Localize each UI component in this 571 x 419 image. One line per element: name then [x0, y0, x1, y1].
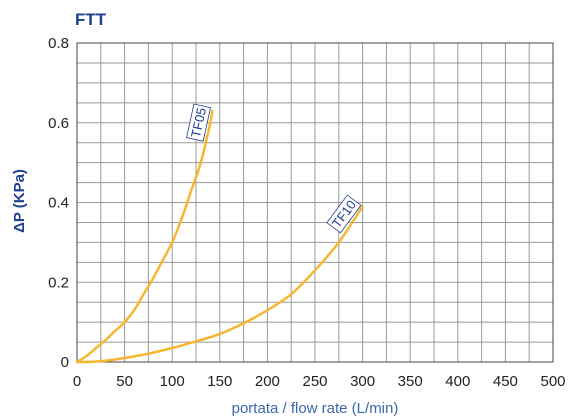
- series-label-box: [326, 194, 362, 234]
- x-tick-label: 300: [350, 373, 375, 390]
- x-tick-label: 0: [73, 373, 81, 390]
- x-tick-label: 400: [445, 373, 470, 390]
- plot-frame: [76, 42, 554, 363]
- series-layer: TF05 TF10: [75, 103, 364, 364]
- grid: [76, 42, 554, 363]
- x-tick-label: 100: [160, 373, 185, 390]
- y-axis-label: ΔP (KPa): [11, 169, 28, 233]
- series-label-tf10: TF10: [326, 194, 362, 234]
- y-tick-label: 0.8: [48, 35, 69, 52]
- x-tick-label: 250: [302, 373, 327, 390]
- y-tick-label: 0.2: [48, 274, 69, 291]
- y-tick-label: 0.6: [48, 115, 69, 132]
- x-tick-label: 350: [398, 373, 423, 390]
- series-line-tf05: [75, 109, 214, 364]
- series-label-tf05: TF05: [186, 103, 212, 142]
- series-label-text: TF05: [188, 106, 209, 139]
- x-tick-label: 200: [255, 373, 280, 390]
- x-tick-label: 150: [207, 373, 232, 390]
- series-label-box: [186, 103, 212, 142]
- y-tick-labels: 0 0.2 0.4 0.6 0.8: [48, 35, 69, 371]
- y-tick-label: 0: [61, 354, 69, 371]
- x-tick-label: 50: [116, 373, 133, 390]
- chart-title: FTT: [75, 10, 107, 29]
- x-axis-label: portata / flow rate (L/min): [232, 400, 399, 417]
- x-tick-labels: 0 50 100 150 200 250 300 350 400 450 500: [73, 373, 566, 390]
- series-line-tf10: [75, 205, 364, 364]
- x-tick-label: 450: [493, 373, 518, 390]
- x-tick-label: 500: [540, 373, 565, 390]
- y-tick-label: 0.4: [48, 195, 69, 212]
